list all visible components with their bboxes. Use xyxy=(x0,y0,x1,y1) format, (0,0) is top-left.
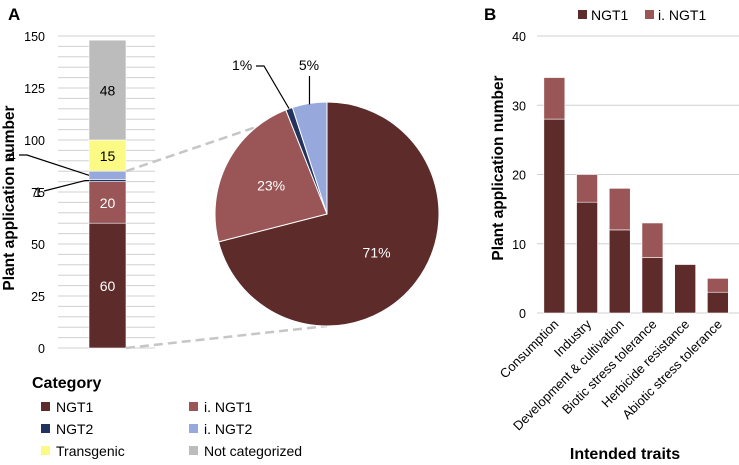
panel-a-y-ticks: 0 25 50 75 100 125 150 xyxy=(24,30,45,356)
legend-swatch xyxy=(41,424,50,433)
y-tick-label: 100 xyxy=(24,134,45,148)
panel-a-label: A xyxy=(8,5,20,24)
bar-segment-ngt2 xyxy=(88,179,127,182)
bar-ngt1 xyxy=(543,118,566,314)
bar-ngt1 xyxy=(641,257,664,314)
data-label-not_categorized: 48 xyxy=(100,83,116,99)
data-label-transgenic: 15 xyxy=(100,148,116,164)
pie-leader-line xyxy=(256,65,290,109)
legend-label: i. NGT1 xyxy=(658,7,706,23)
panel-b-y-ticks: 0 10 20 30 40 xyxy=(512,30,526,321)
bar-ngt1 xyxy=(674,264,696,314)
y-tick-label: 0 xyxy=(519,307,526,321)
y-tick-label: 75 xyxy=(31,186,45,200)
pie-chart: 71% 23% 1% 5% xyxy=(214,57,440,327)
y-tick-label: 10 xyxy=(512,238,526,252)
data-label-i_ngt2: 4 xyxy=(8,148,16,164)
legend-swatch xyxy=(189,424,198,433)
panel-b-legend: NGT1 i. NGT1 xyxy=(578,7,706,23)
bar-ngt1 xyxy=(707,291,729,314)
legend-swatch xyxy=(189,402,198,411)
bar-i-ngt1 xyxy=(576,174,598,203)
panel-a-stacked-bar xyxy=(88,39,127,349)
legend-label: NGT1 xyxy=(56,399,94,415)
panel-b-label: B xyxy=(484,5,496,24)
bar-ngt1 xyxy=(576,201,598,314)
pie-slice-i-ngt1 xyxy=(214,109,328,243)
legend-label: i. NGT2 xyxy=(204,421,252,437)
data-label-ngt1: 60 xyxy=(100,278,116,294)
legend-swatch xyxy=(645,10,654,19)
leader-line-i_ngt2 xyxy=(19,154,90,176)
pie-label: 23% xyxy=(257,178,285,194)
bar-segment-ngt1 xyxy=(88,222,127,349)
y-tick-label: 0 xyxy=(38,342,45,356)
y-tick-label: 25 xyxy=(31,290,45,304)
panel-a-data-labels: 60 20 15 48 4 1 xyxy=(8,83,115,295)
legend-title: Category xyxy=(32,375,101,392)
data-label-i_ngt1: 20 xyxy=(100,195,116,211)
legend-label: i. NGT1 xyxy=(204,399,252,415)
panel-a-legend: Category NGT1 i. NGT1 NGT2 i. NGT2 Transgeni… xyxy=(32,375,302,459)
legend-label: Transgenic xyxy=(56,443,125,459)
y-tick-label: 20 xyxy=(512,169,526,183)
legend-label: NGT2 xyxy=(56,421,94,437)
legend-swatch xyxy=(41,402,50,411)
bar-ngt1 xyxy=(608,229,631,314)
y-tick-label: 125 xyxy=(24,82,45,96)
panel-a-y-axis-label: Plant application number xyxy=(1,105,18,290)
legend-label: Not categorized xyxy=(204,443,302,459)
bar-segment-i_ngt1 xyxy=(88,181,127,224)
panel-b-gridlines xyxy=(537,35,739,314)
connector-line-bottom xyxy=(125,324,328,350)
bar-segment-i_ngt2 xyxy=(88,170,127,180)
y-tick-label: 30 xyxy=(512,99,526,113)
legend-label: NGT1 xyxy=(591,7,629,23)
panel-b-bars xyxy=(543,77,729,314)
y-tick-label: 150 xyxy=(24,30,45,44)
bar-i-ngt1 xyxy=(608,188,631,231)
bar-i-ngt1 xyxy=(543,77,566,120)
legend-swatch xyxy=(189,446,198,455)
leader-line-ngt2 xyxy=(43,179,89,192)
bar-i-ngt1 xyxy=(707,278,729,293)
legend-swatch xyxy=(578,10,587,19)
panel-b-x-axis-label: Intended traits xyxy=(570,446,680,463)
data-label-ngt2: 1 xyxy=(34,184,42,200)
y-tick-label: 50 xyxy=(31,238,45,252)
pie-slice-ngt1 xyxy=(217,101,440,327)
y-tick-label: 40 xyxy=(512,30,526,44)
legend-swatch xyxy=(41,446,50,455)
pie-label: 71% xyxy=(363,244,391,260)
bar-segment-not_categorized xyxy=(88,39,127,141)
panel-b-y-axis-label: Plant application number xyxy=(490,75,507,260)
pie-label: 5% xyxy=(299,57,319,73)
pie-label: 1% xyxy=(232,57,252,73)
bar-i-ngt1 xyxy=(641,222,664,258)
bar-segment-transgenic xyxy=(88,139,127,172)
